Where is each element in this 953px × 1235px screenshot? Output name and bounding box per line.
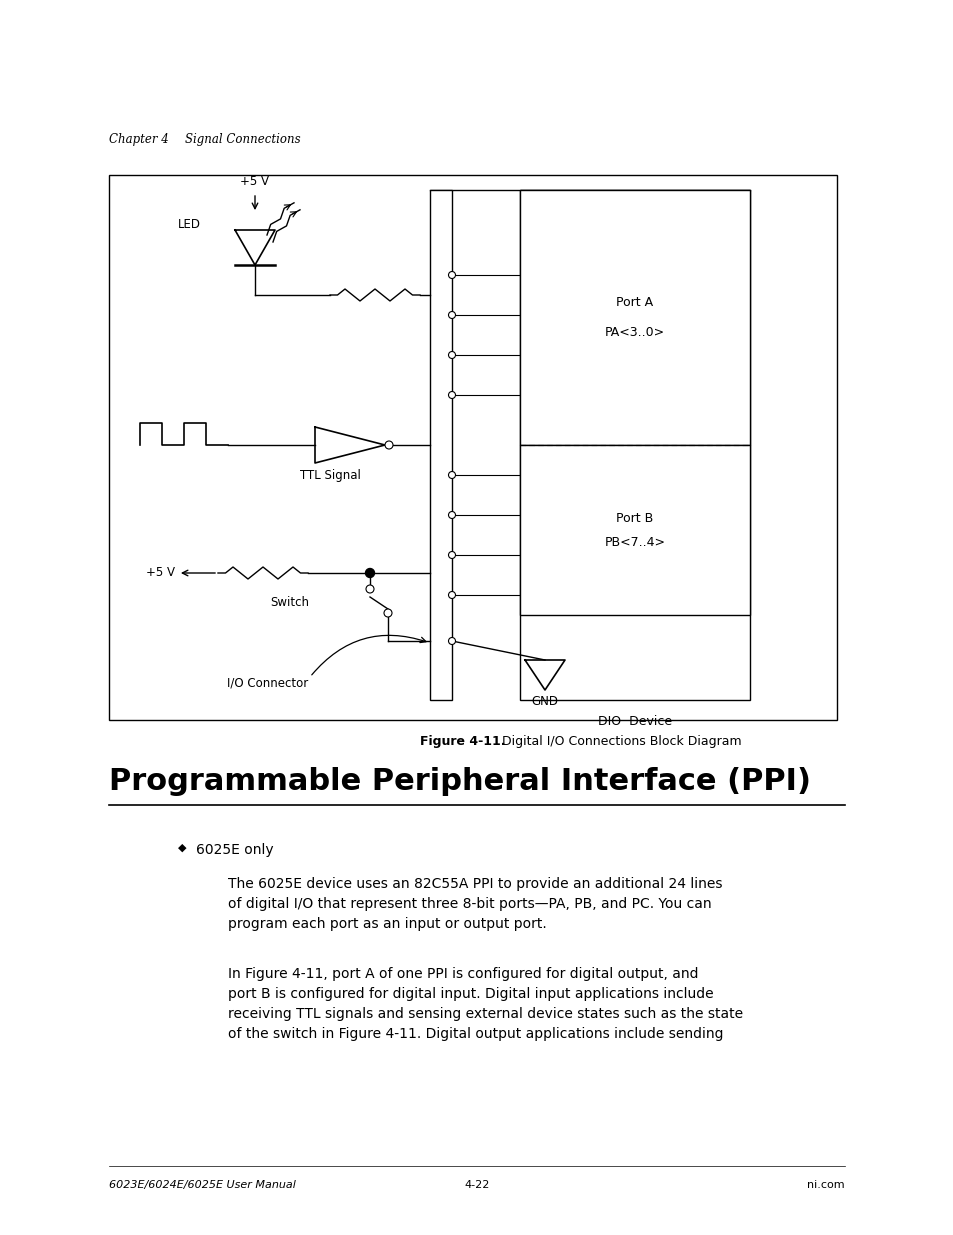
Text: ni.com: ni.com bbox=[806, 1179, 844, 1191]
Circle shape bbox=[448, 272, 455, 279]
Text: 6025E only: 6025E only bbox=[195, 844, 274, 857]
Text: 6023E/6024E/6025E User Manual: 6023E/6024E/6025E User Manual bbox=[109, 1179, 295, 1191]
Circle shape bbox=[384, 609, 392, 618]
Text: Programmable Peripheral Interface (PPI): Programmable Peripheral Interface (PPI) bbox=[109, 767, 810, 797]
Text: Port B: Port B bbox=[616, 511, 653, 525]
Circle shape bbox=[385, 441, 393, 450]
Bar bbox=[519, 445, 749, 615]
Text: 4-22: 4-22 bbox=[464, 1179, 489, 1191]
Text: GND: GND bbox=[531, 695, 558, 708]
Circle shape bbox=[448, 637, 455, 645]
Text: ◆: ◆ bbox=[177, 844, 186, 853]
Text: DIO  Device: DIO Device bbox=[598, 715, 671, 727]
Text: TTL Signal: TTL Signal bbox=[299, 469, 360, 482]
Text: Digital I/O Connections Block Diagram: Digital I/O Connections Block Diagram bbox=[494, 735, 740, 748]
Circle shape bbox=[448, 592, 455, 599]
Text: +5 V: +5 V bbox=[240, 175, 269, 188]
Circle shape bbox=[366, 585, 374, 593]
Text: The 6025E device uses an 82C55A PPI to provide an additional 24 lines
of digital: The 6025E device uses an 82C55A PPI to p… bbox=[228, 877, 721, 931]
Text: PA<3..0>: PA<3..0> bbox=[604, 326, 664, 338]
Circle shape bbox=[448, 391, 455, 399]
Bar bbox=[430, 190, 452, 700]
Circle shape bbox=[448, 472, 455, 478]
Text: Signal Connections: Signal Connections bbox=[185, 133, 300, 146]
Text: Port A: Port A bbox=[616, 296, 653, 309]
Bar bbox=[109, 175, 836, 720]
Text: PB<7..4>: PB<7..4> bbox=[604, 536, 665, 548]
Text: I/O Connector: I/O Connector bbox=[227, 677, 309, 689]
Text: +5 V: +5 V bbox=[146, 567, 174, 579]
Circle shape bbox=[448, 511, 455, 519]
Text: Figure 4-11.: Figure 4-11. bbox=[419, 735, 505, 748]
Circle shape bbox=[448, 352, 455, 358]
Circle shape bbox=[365, 568, 375, 578]
Text: LED: LED bbox=[178, 219, 201, 231]
Bar bbox=[519, 190, 749, 445]
Bar bbox=[519, 190, 749, 700]
Circle shape bbox=[448, 552, 455, 558]
Text: Chapter 4: Chapter 4 bbox=[109, 133, 169, 146]
Text: In Figure 4-11, port A of one PPI is configured for digital output, and
port B i: In Figure 4-11, port A of one PPI is con… bbox=[228, 967, 742, 1041]
Text: Switch: Switch bbox=[270, 597, 309, 610]
Circle shape bbox=[448, 311, 455, 319]
